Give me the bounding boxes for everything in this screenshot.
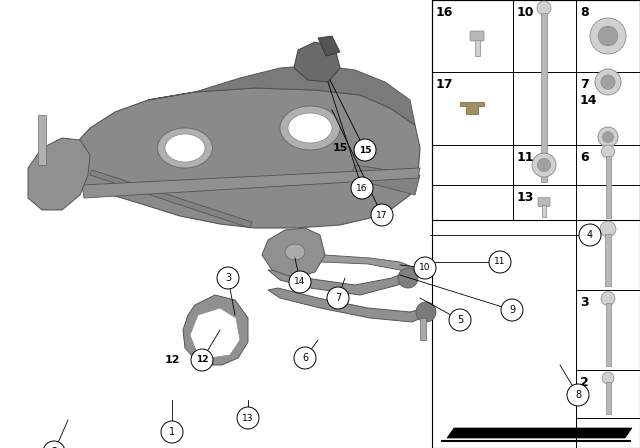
Ellipse shape (157, 128, 212, 168)
Ellipse shape (280, 106, 340, 150)
Text: 11: 11 (517, 151, 534, 164)
Circle shape (351, 177, 373, 199)
Polygon shape (148, 65, 415, 125)
FancyBboxPatch shape (470, 31, 484, 41)
Text: 11: 11 (494, 258, 506, 267)
Circle shape (237, 407, 259, 429)
Circle shape (579, 224, 601, 246)
Ellipse shape (288, 113, 332, 143)
Text: 12: 12 (196, 356, 208, 365)
Circle shape (354, 139, 376, 161)
Bar (605, 382, 611, 414)
Text: 3: 3 (580, 296, 589, 309)
Text: 14: 14 (580, 94, 598, 107)
Polygon shape (350, 165, 420, 195)
Text: 15: 15 (333, 143, 348, 153)
Circle shape (289, 271, 311, 293)
Polygon shape (28, 138, 90, 210)
Polygon shape (183, 295, 248, 365)
Circle shape (537, 1, 551, 15)
Text: 6: 6 (580, 151, 589, 164)
Bar (541, 13, 547, 182)
Polygon shape (90, 170, 252, 228)
Circle shape (327, 287, 349, 309)
Circle shape (416, 302, 436, 322)
Bar (432, 0, 640, 448)
Text: 7: 7 (335, 293, 341, 303)
Circle shape (398, 268, 418, 288)
Polygon shape (318, 36, 340, 56)
Text: 15: 15 (359, 146, 371, 155)
Polygon shape (268, 288, 428, 322)
Text: 14: 14 (294, 277, 306, 287)
Bar (474, 40, 479, 56)
Circle shape (414, 257, 436, 279)
Bar (420, 318, 426, 340)
Circle shape (532, 153, 556, 177)
Text: 4: 4 (580, 226, 589, 239)
Ellipse shape (285, 244, 305, 260)
Text: 13: 13 (517, 191, 534, 204)
Text: 7: 7 (580, 78, 589, 91)
Bar (542, 206, 546, 217)
Text: 10: 10 (517, 6, 534, 19)
Text: 502286: 502286 (517, 430, 555, 440)
Polygon shape (308, 255, 415, 274)
Circle shape (590, 18, 626, 54)
Bar (605, 303, 611, 366)
Circle shape (191, 349, 213, 371)
Circle shape (600, 221, 616, 237)
Circle shape (601, 75, 615, 89)
Circle shape (567, 384, 589, 406)
Text: 3: 3 (225, 273, 231, 283)
Text: 2: 2 (580, 376, 589, 389)
Bar (0, 0, 432, 448)
Text: 8: 8 (575, 390, 581, 400)
Text: 6: 6 (302, 353, 308, 363)
Text: 12: 12 (164, 355, 180, 365)
Text: 16: 16 (436, 6, 453, 19)
Polygon shape (460, 102, 484, 114)
Bar (38, 115, 46, 165)
Text: 8: 8 (580, 6, 589, 19)
Circle shape (602, 372, 614, 384)
Text: 10: 10 (419, 263, 431, 272)
Text: 4: 4 (587, 230, 593, 240)
Circle shape (595, 69, 621, 95)
Text: 16: 16 (356, 184, 368, 193)
Circle shape (601, 292, 615, 306)
Bar (605, 156, 611, 218)
Circle shape (598, 127, 618, 147)
Text: 1: 1 (169, 427, 175, 437)
Polygon shape (82, 168, 420, 198)
Circle shape (602, 132, 614, 142)
Polygon shape (262, 228, 325, 278)
Circle shape (602, 145, 614, 158)
Circle shape (43, 441, 65, 448)
Bar (432, 0, 640, 220)
Circle shape (371, 204, 393, 226)
Bar (605, 234, 611, 286)
Text: 9: 9 (509, 305, 515, 315)
Polygon shape (190, 308, 240, 358)
Circle shape (217, 267, 239, 289)
Polygon shape (268, 270, 410, 295)
Ellipse shape (165, 134, 205, 162)
Text: 5: 5 (457, 315, 463, 325)
Polygon shape (294, 42, 340, 82)
Circle shape (449, 309, 471, 331)
Text: 17: 17 (436, 78, 454, 91)
Circle shape (489, 251, 511, 273)
Polygon shape (447, 428, 632, 438)
FancyBboxPatch shape (538, 198, 550, 207)
Text: 17: 17 (376, 211, 388, 220)
Text: 13: 13 (243, 414, 253, 422)
Polygon shape (62, 88, 420, 228)
Circle shape (294, 347, 316, 369)
Circle shape (161, 421, 183, 443)
Text: 2: 2 (51, 447, 57, 448)
Circle shape (598, 26, 618, 46)
Circle shape (538, 159, 550, 172)
Circle shape (501, 299, 523, 321)
